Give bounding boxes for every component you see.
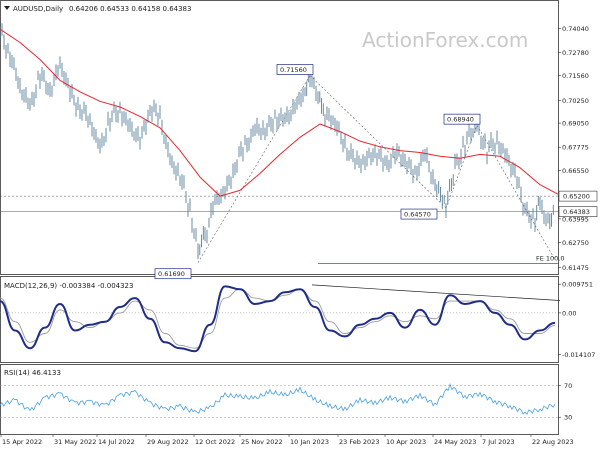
- collapse-triangle-icon: [4, 6, 10, 10]
- x-tick-label: 10 Apr 2023: [386, 438, 426, 446]
- rsi-line: [0, 383, 556, 416]
- annotation-box: [276, 64, 314, 75]
- x-tick-label: 12 Oct 2022: [195, 438, 235, 446]
- x-tick-label: 14 Jul 2022: [98, 438, 135, 446]
- rsi-title: RSI(14) 46.4133: [4, 369, 61, 377]
- wave-line: [445, 125, 478, 209]
- level-box: [558, 190, 598, 202]
- x-tick-label: 7 Jul 2023: [482, 438, 515, 446]
- x-tick-label: 15 Apr 2022: [2, 438, 42, 446]
- watermark: ActionForex.com: [362, 28, 528, 52]
- price-y-tick-label: 0.71560: [562, 72, 589, 80]
- x-axis: 15 Apr 2022 31 May 2022 14 Jul 2022 29 Aug …: [0, 434, 574, 446]
- rsi-layer: 70 30: [0, 382, 572, 422]
- annotation-box: [400, 208, 438, 220]
- rsi-panel-frame: [0, 364, 559, 435]
- ohlc-values: 0.64206 0.64533 0.64158 0.64383: [69, 5, 191, 13]
- macd-y-tick-label: 0.00: [562, 309, 576, 317]
- wave-line: [309, 75, 447, 209]
- rsi-y-tick-label: 30: [564, 414, 572, 422]
- rsi-y-tick-label: 70: [564, 382, 572, 390]
- price-y-tick-label: 0.61475: [562, 264, 589, 272]
- annotation-label: 0.68940: [447, 116, 474, 124]
- price-y-tick-label: 0.63995: [562, 215, 589, 223]
- price-layer: 0.74040 0.72780 0.71560 0.70250 0.69050 0.677…: [0, 23, 598, 280]
- level-label: 0.65200: [563, 193, 590, 201]
- symbol-label: AUDUSD,Daily: [13, 5, 63, 13]
- x-tick-label: 31 May 2022: [54, 438, 96, 446]
- price-y-tick-label: 0.66550: [562, 167, 589, 175]
- annotation-box: [154, 268, 192, 280]
- macd-title: MACD(12,26,9) -0.003384 -0.004323: [4, 282, 133, 290]
- x-tick-label: 23 Feb 2023: [339, 438, 379, 446]
- annotation-label: 0.64570: [404, 211, 431, 219]
- price-y-tick-label: 0.69050: [562, 120, 589, 128]
- macd-panel-frame: [0, 276, 559, 363]
- price-y-tick-label: 0.67775: [562, 144, 589, 152]
- macd-divergence-line: [311, 284, 561, 301]
- price-y-tick-label: 0.70250: [562, 97, 589, 105]
- price-y-tick-label: 0.74040: [562, 25, 589, 33]
- macd-y-tick-label: 0.009751: [562, 281, 593, 289]
- price-y-tick-label: 0.72780: [562, 49, 589, 57]
- macd-y-tick-label: -0.014107: [562, 351, 595, 359]
- wave-line: [197, 75, 311, 263]
- x-tick-label: 29 Aug 2022: [147, 438, 189, 446]
- annotation-label: 0.71560: [280, 66, 307, 74]
- annotation-label: 0.61690: [158, 270, 185, 278]
- macd-layer: 0.009751 0.00 -0.014107: [0, 281, 595, 359]
- level-box: [558, 206, 598, 217]
- wave-line: [476, 125, 556, 260]
- macd-line: [0, 285, 556, 353]
- price-y-tick-label: 0.62750: [562, 239, 589, 247]
- fe-label: FE 100.0: [536, 254, 565, 262]
- price-panel-frame: [0, 0, 559, 275]
- price-header: AUDUSD,Daily 0.64206 0.64533 0.64158 0.6…: [4, 5, 191, 13]
- level-label: 0.64383: [563, 208, 590, 216]
- ma-line: [0, 28, 559, 197]
- x-tick-label: 10 Jan 2023: [290, 438, 329, 446]
- annotation-box: [443, 113, 481, 125]
- x-tick-label: 25 Nov 2022: [241, 438, 283, 446]
- x-tick-label: 22 Aug 2023: [532, 438, 574, 446]
- x-tick-label: 24 May 2023: [434, 438, 476, 446]
